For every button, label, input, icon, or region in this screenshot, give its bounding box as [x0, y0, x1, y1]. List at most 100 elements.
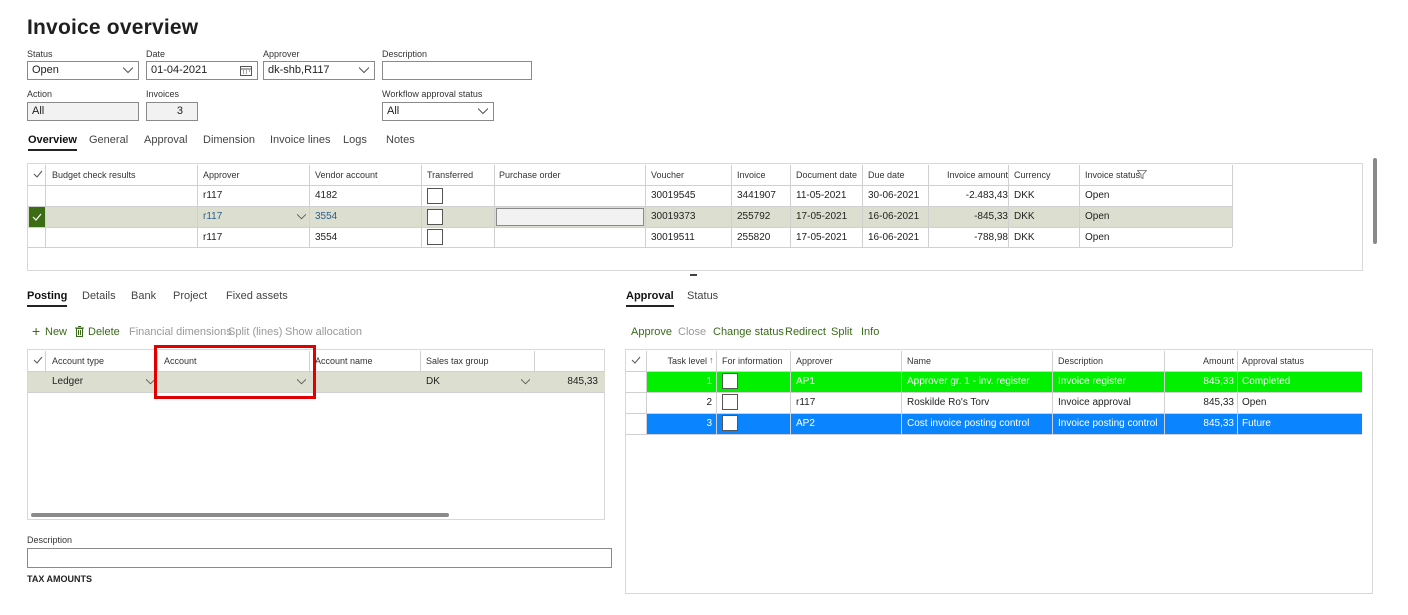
row-account-type[interactable]: Ledger — [52, 376, 84, 387]
trash-icon[interactable] — [75, 326, 84, 337]
change-status-button[interactable]: Change status — [713, 326, 784, 338]
col-due-date[interactable]: Due date — [868, 170, 905, 180]
row-invoice: 255820 — [737, 232, 771, 243]
row-description: Invoice approval — [1058, 397, 1131, 408]
approve-button[interactable]: Approve — [631, 326, 672, 338]
select-all-checkmark-icon[interactable] — [33, 356, 43, 364]
tab-general[interactable]: General — [89, 134, 129, 146]
tab-posting[interactable]: Posting — [27, 290, 68, 307]
info-button[interactable]: Info — [861, 326, 880, 338]
col-name[interactable]: Name — [907, 356, 932, 366]
for-information-checkbox[interactable] — [722, 394, 738, 410]
split-button[interactable]: Split — [831, 326, 853, 338]
approver-select[interactable]: dk-shb,R117 — [263, 61, 375, 80]
col-invoice[interactable]: Invoice — [737, 170, 766, 180]
tab-details[interactable]: Details — [82, 290, 116, 302]
col-invoice-status[interactable]: Invoice status — [1085, 170, 1141, 180]
action-field: All — [27, 102, 139, 121]
description-label: Description — [382, 49, 428, 59]
description-input[interactable] — [382, 61, 532, 80]
invoices-label: Invoices — [146, 89, 180, 99]
col-amount[interactable]: Amount — [1202, 356, 1234, 366]
action-value: All — [32, 105, 45, 117]
tab-invoice-lines[interactable]: Invoice lines — [270, 134, 331, 146]
transferred-checkbox[interactable] — [427, 188, 443, 204]
tax-amounts-heading: TAX AMOUNTS — [27, 574, 92, 584]
chevron-down-icon[interactable] — [297, 379, 306, 385]
new-button[interactable]: New — [45, 326, 68, 338]
transferred-checkbox[interactable] — [427, 209, 443, 225]
plus-icon[interactable]: + — [32, 323, 41, 339]
table-row[interactable] — [647, 414, 1362, 434]
col-vendor-account[interactable]: Vendor account — [315, 170, 378, 180]
row-task-level: 1 — [706, 376, 712, 387]
col-account-type[interactable]: Account type — [52, 356, 105, 366]
col-account[interactable]: Account — [164, 356, 197, 366]
invoices-count-field: 3 — [146, 102, 198, 121]
tab-bank[interactable]: Bank — [131, 290, 157, 302]
tab-overview[interactable]: Overview — [28, 134, 77, 151]
date-field[interactable]: 01-04-2021 — [146, 61, 258, 80]
calendar-icon[interactable] — [240, 65, 252, 76]
col-document-date[interactable]: Document date — [796, 170, 858, 180]
col-description[interactable]: Description — [1058, 356, 1104, 366]
tab-project[interactable]: Project — [173, 290, 208, 302]
select-all-checkmark-icon[interactable] — [33, 170, 43, 178]
chevron-down-icon[interactable] — [146, 379, 155, 385]
row-vendor[interactable]: 3554 — [315, 211, 338, 222]
split-lines-button[interactable]: Split (lines) — [228, 326, 283, 338]
select-all-checkmark-icon[interactable] — [631, 356, 641, 364]
posting-description-input[interactable] — [27, 548, 612, 568]
transferred-checkbox[interactable] — [427, 229, 443, 245]
tab-dimension[interactable]: Dimension — [203, 134, 255, 146]
row-selected-marker[interactable] — [29, 207, 45, 227]
tab-approval-pane[interactable]: Approval — [626, 290, 674, 307]
col-invoice-amount[interactable]: Invoice amount — [946, 170, 1008, 180]
col-approver[interactable]: Approver — [203, 170, 240, 180]
col-currency[interactable]: Currency — [1014, 170, 1051, 180]
col-purchase-order[interactable]: Purchase order — [499, 170, 561, 180]
col-voucher[interactable]: Voucher — [651, 170, 685, 180]
row-approver[interactable]: r117 — [203, 211, 223, 222]
col-approver[interactable]: Approver — [796, 356, 833, 366]
col-approval-status[interactable]: Approval status — [1242, 356, 1305, 366]
row-status: Open — [1085, 232, 1110, 243]
checkmark-icon — [32, 213, 42, 221]
chevron-down-icon[interactable] — [297, 214, 306, 220]
col-sales-tax-group[interactable]: Sales tax group — [426, 356, 489, 366]
table-row[interactable] — [647, 393, 1362, 413]
tab-approval[interactable]: Approval — [144, 134, 188, 146]
tab-notes[interactable]: Notes — [386, 134, 415, 146]
financial-dimensions-button[interactable]: Financial dimensions — [129, 326, 232, 338]
close-button[interactable]: Close — [678, 326, 707, 338]
tab-status[interactable]: Status — [687, 290, 719, 302]
table-row[interactable] — [647, 372, 1362, 392]
col-for-information[interactable]: For information — [722, 356, 783, 366]
splitter-handle[interactable] — [690, 274, 697, 276]
for-information-checkbox[interactable] — [722, 415, 738, 431]
tab-logs[interactable]: Logs — [343, 134, 367, 146]
filter-icon[interactable] — [1137, 170, 1147, 179]
row-amount: -788,98 — [974, 232, 1008, 243]
tab-fixed-assets[interactable]: Fixed assets — [226, 290, 288, 302]
vertical-scrollbar[interactable] — [1373, 158, 1377, 244]
show-allocation-button[interactable]: Show allocation — [285, 326, 363, 338]
row-approver: r117 — [796, 397, 816, 408]
col-transferred[interactable]: Transferred — [427, 170, 474, 180]
workflow-status-select[interactable]: All — [382, 102, 494, 121]
col-budget-check[interactable]: Budget check results — [52, 170, 136, 180]
row-approver: AP2 — [796, 418, 815, 429]
redirect-button[interactable]: Redirect — [785, 326, 826, 338]
row-tax-group[interactable]: DK — [426, 376, 440, 387]
col-task-level[interactable]: Task level — [667, 356, 707, 366]
purchase-order-field[interactable] — [496, 208, 644, 226]
sort-ascending-icon[interactable]: ↑ — [709, 355, 714, 365]
for-information-checkbox[interactable] — [722, 373, 738, 389]
col-account-name[interactable]: Account name — [315, 356, 373, 366]
chevron-down-icon[interactable] — [521, 379, 530, 385]
horizontal-scrollbar[interactable] — [31, 513, 449, 517]
table-row-selected[interactable] — [28, 372, 605, 392]
status-select[interactable]: Open — [27, 61, 139, 80]
invoices-count: 3 — [176, 105, 183, 117]
delete-button[interactable]: Delete — [88, 326, 120, 338]
